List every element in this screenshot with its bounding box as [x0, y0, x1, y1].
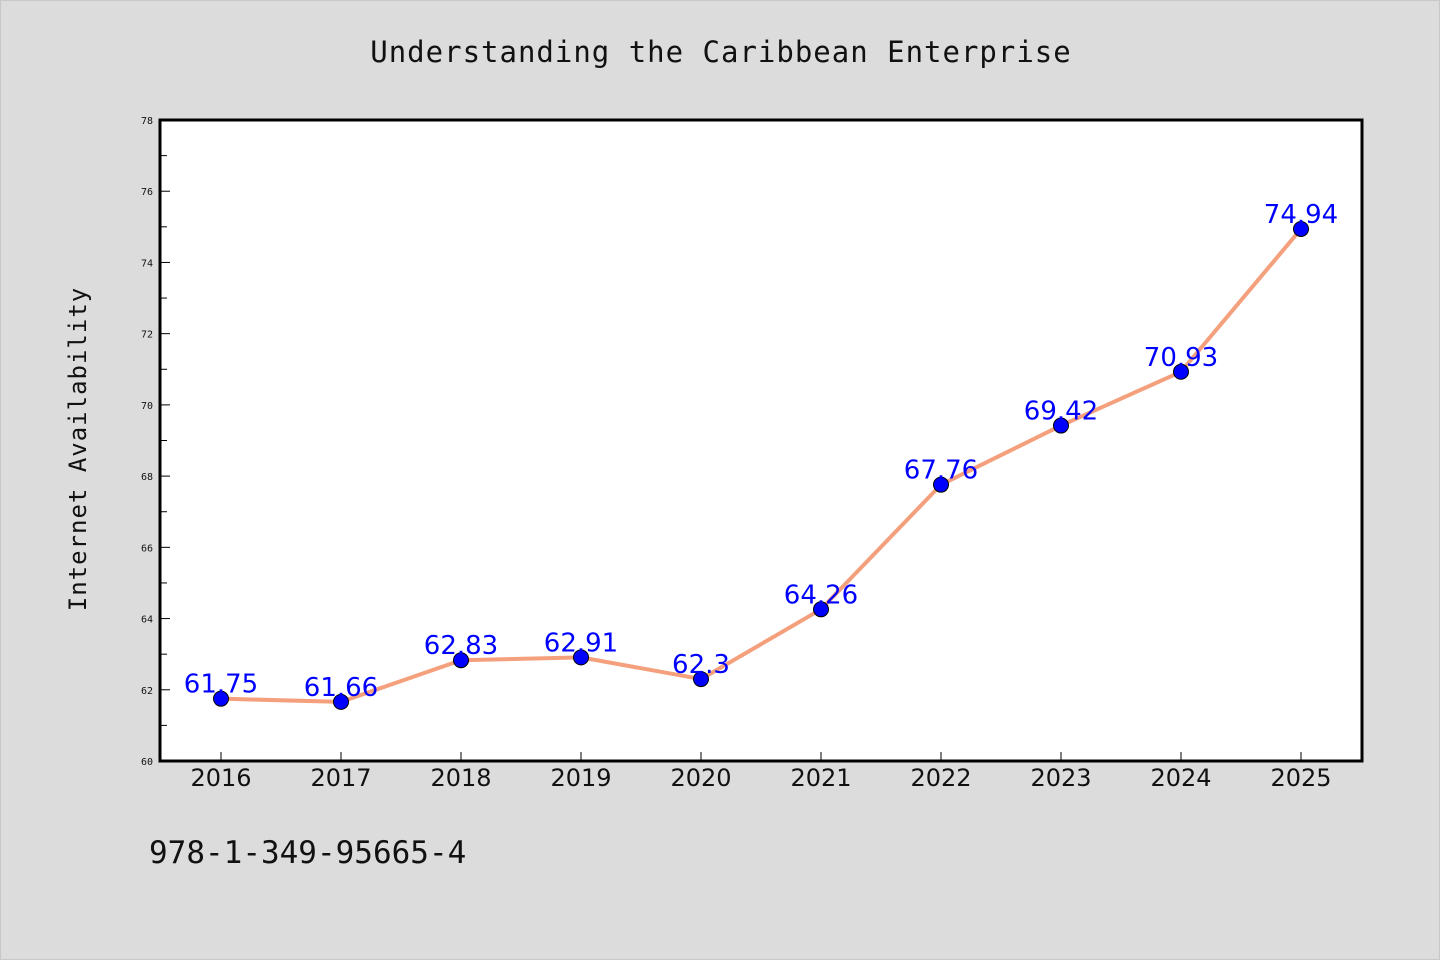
- data-label: 64.26: [784, 580, 858, 610]
- data-label: 62.91: [544, 628, 618, 658]
- x-tick-label: 2024: [1150, 764, 1211, 792]
- series-layer: [213, 220, 1309, 710]
- data-label: 69.42: [1024, 397, 1098, 427]
- chart-title: Understanding the Caribbean Enterprise: [370, 35, 1072, 69]
- data-point: [333, 693, 349, 710]
- y-tick-label: 66: [141, 543, 153, 554]
- x-axis: 2016 2017 2018 2019 2020 2021 2022 2023 2024 2025: [190, 752, 1332, 792]
- y-tick-label: 70: [141, 401, 153, 412]
- y-tick-label: 62: [141, 686, 153, 697]
- x-tick-label: 2016: [190, 764, 251, 792]
- plot-area: [158, 118, 1364, 763]
- data-label: 70.93: [1144, 343, 1218, 373]
- x-tick-label: 2019: [550, 764, 611, 792]
- y-tick-label: 72: [141, 330, 153, 341]
- x-tick-label: 2018: [430, 764, 491, 792]
- data-label: 62.83: [424, 631, 498, 661]
- series-line: [219, 226, 1303, 704]
- data-label: 62.3: [672, 650, 730, 680]
- x-tick-label: 2021: [790, 764, 851, 792]
- x-tick-label: 2017: [310, 764, 371, 792]
- y-tick-label: 60: [141, 757, 153, 768]
- y-tick-label: 68: [141, 472, 153, 483]
- y-tick-label: 64: [141, 615, 153, 626]
- x-tick-label: 2020: [670, 764, 731, 792]
- data-point: [933, 476, 949, 493]
- data-point: [213, 690, 229, 707]
- data-point: [573, 649, 589, 666]
- data-label: 61.75: [184, 670, 258, 700]
- y-axis-label: Internet Availability: [64, 287, 92, 611]
- data-point: [1053, 417, 1069, 434]
- data-point: [453, 652, 469, 669]
- x-tick-label: 2022: [910, 764, 971, 792]
- data-point: [1173, 363, 1189, 380]
- x-tick-label: 2025: [1270, 764, 1331, 792]
- data-point: [693, 671, 709, 688]
- y-axis: 60 62 64 66 68 70 72 74 76 78: [141, 116, 170, 768]
- data-point: [813, 601, 829, 618]
- data-label: 67.76: [904, 456, 978, 486]
- y-tick-label: 74: [141, 258, 153, 269]
- y-tick-label: 78: [141, 116, 153, 127]
- data-label: 74.94: [1264, 200, 1338, 230]
- y-tick-label: 76: [141, 187, 153, 198]
- x-tick-label: 2023: [1030, 764, 1091, 792]
- isbn-text: 978-1-349-95665-4: [149, 835, 467, 871]
- data-label: 61.66: [304, 673, 378, 703]
- data-point: [1293, 220, 1309, 237]
- data-labels-layer: 61.75 61.66 62.83 62.91 62.3 64.26 67.76 69.42 7…: [184, 200, 1338, 703]
